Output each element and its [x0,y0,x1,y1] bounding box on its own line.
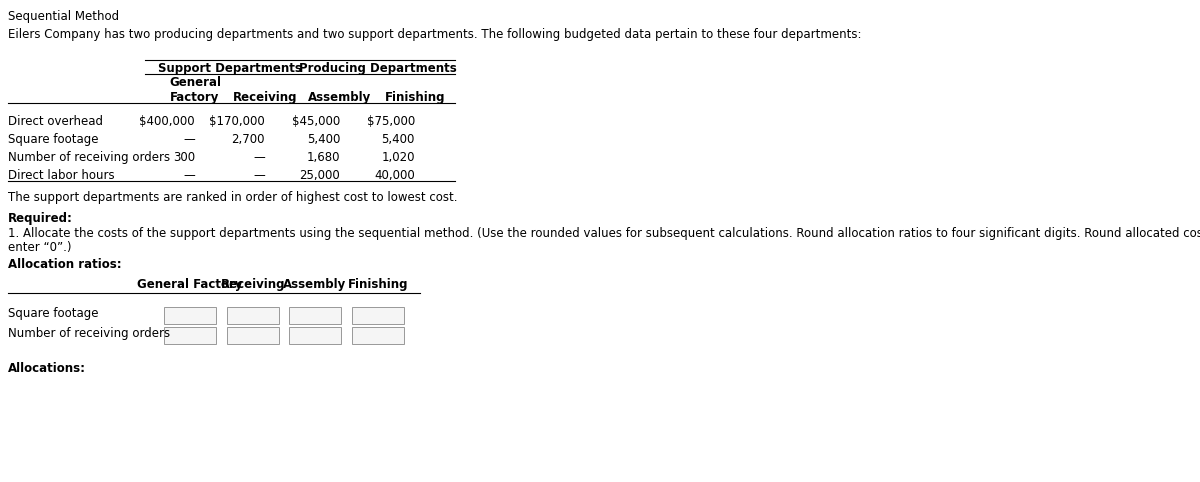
Text: —: — [184,169,194,182]
Text: Direct overhead: Direct overhead [8,115,103,128]
Text: 40,000: 40,000 [374,169,415,182]
Text: —: — [184,133,194,146]
Text: Required:: Required: [8,212,73,225]
FancyBboxPatch shape [289,327,341,344]
Text: $400,000: $400,000 [139,115,194,128]
Text: Factory: Factory [170,91,220,104]
Text: General Factory: General Factory [137,278,242,291]
Text: Eilers Company has two producing departments and two support departments. The fo: Eilers Company has two producing departm… [8,28,862,41]
Text: $45,000: $45,000 [292,115,340,128]
Text: Allocations:: Allocations: [8,362,86,375]
Text: enter “0”.): enter “0”.) [8,241,72,254]
Text: 300: 300 [173,151,194,164]
Text: $75,000: $75,000 [367,115,415,128]
Text: Square footage: Square footage [8,307,98,320]
Text: Allocation ratios:: Allocation ratios: [8,258,121,271]
Text: Assembly: Assembly [283,278,347,291]
FancyBboxPatch shape [227,327,278,344]
FancyBboxPatch shape [164,307,216,324]
FancyBboxPatch shape [227,307,278,324]
Text: 2,700: 2,700 [232,133,265,146]
Text: 25,000: 25,000 [299,169,340,182]
Text: Finishing: Finishing [385,91,445,104]
Text: —: — [253,169,265,182]
FancyBboxPatch shape [352,307,404,324]
Text: General: General [169,76,221,89]
Text: Number of receiving orders: Number of receiving orders [8,327,170,340]
Text: 1,020: 1,020 [382,151,415,164]
FancyBboxPatch shape [289,307,341,324]
Text: Direct labor hours: Direct labor hours [8,169,115,182]
Text: 5,400: 5,400 [307,133,340,146]
Text: Producing Departments: Producing Departments [299,62,457,75]
Text: $170,000: $170,000 [209,115,265,128]
Text: 1,680: 1,680 [306,151,340,164]
Text: Receiving: Receiving [233,91,298,104]
Text: Assembly: Assembly [308,91,372,104]
Text: Finishing: Finishing [348,278,408,291]
Text: Sequential Method: Sequential Method [8,10,119,23]
Text: The support departments are ranked in order of highest cost to lowest cost.: The support departments are ranked in or… [8,191,457,204]
Text: Receiving: Receiving [221,278,286,291]
Text: Support Departments: Support Departments [158,62,302,75]
Text: —: — [253,151,265,164]
FancyBboxPatch shape [164,327,216,344]
FancyBboxPatch shape [352,327,404,344]
Text: 1. Allocate the costs of the support departments using the sequential method. (U: 1. Allocate the costs of the support dep… [8,227,1200,240]
Text: 5,400: 5,400 [382,133,415,146]
Text: Square footage: Square footage [8,133,98,146]
Text: Number of receiving orders: Number of receiving orders [8,151,170,164]
